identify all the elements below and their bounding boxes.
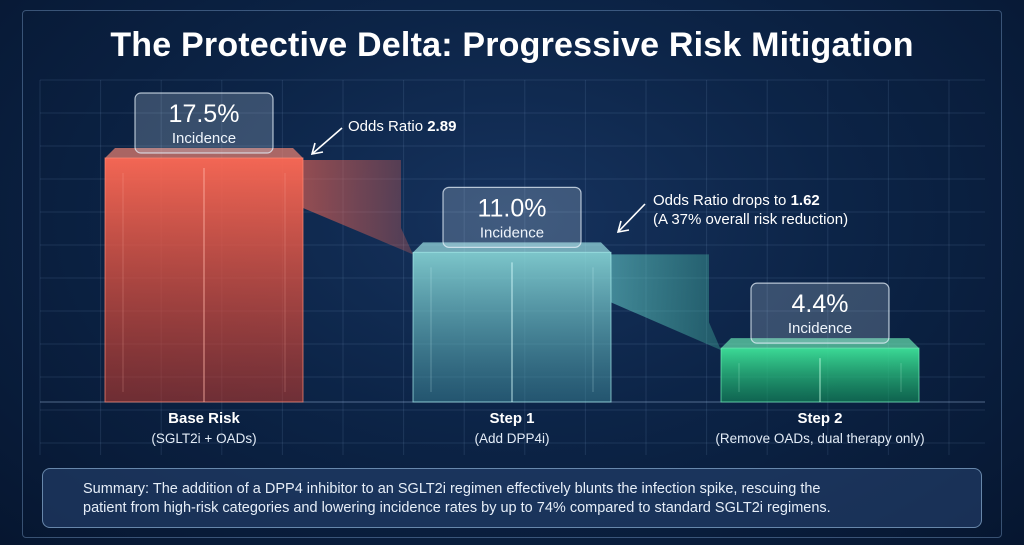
connector-2 — [611, 254, 721, 351]
category-label-2: Step 1 — [489, 410, 534, 427]
value-label-3: 4.4% — [792, 290, 849, 318]
outer-frame — [22, 10, 1002, 538]
summary-box: Summary: The addition of a DPP4 inhibito… — [42, 468, 982, 528]
category-sublabel-3: (Remove OADs, dual therapy only) — [715, 431, 924, 446]
value-label-2: 11.0% — [477, 194, 546, 222]
annotation-arrow-1 — [311, 127, 343, 155]
annotation-2-line2: (A 37% overall risk reduction) — [653, 211, 848, 228]
bar-connectors — [303, 160, 721, 351]
value-label-box-2 — [442, 186, 582, 248]
category-label-1: Base Risk — [168, 410, 240, 427]
category-label-3: Step 2 — [797, 410, 842, 427]
category-labels: Base Risk (SGLT2i + OADs) Step 1 (Add DPP4i… — [151, 410, 924, 446]
bars: 17.5% Incidence 11.0% Incidence 4.4% Incidenc… — [104, 92, 920, 403]
value-label-box-1 — [134, 92, 274, 154]
value-label-box-3 — [750, 282, 890, 344]
annotation-arrowhead-2 — [616, 220, 630, 234]
value-label-1: 17.5% — [169, 100, 240, 128]
annotation-1: Odds Ratio 2.89 — [348, 118, 456, 135]
value-caption-3: Incidence — [788, 320, 852, 337]
annotations: Odds Ratio 2.89 Odds Ratio drops to 1.62 (… — [310, 118, 848, 234]
summary-line-2: patient from high-risk categories and lo… — [83, 500, 831, 516]
annotation-arrow-2 — [617, 203, 646, 233]
category-sublabel-1: (SGLT2i + OADs) — [151, 431, 256, 446]
value-caption-2: Incidence — [480, 224, 544, 241]
chart-title: The Protective Delta: Progressive Risk M… — [110, 26, 914, 64]
annotation-arrowhead-1 — [310, 142, 324, 156]
summary-line-1: Summary: The addition of a DPP4 inhibito… — [83, 481, 821, 497]
category-sublabel-2: (Add DPP4i) — [474, 431, 549, 446]
annotation-2: Odds Ratio drops to 1.62 — [653, 192, 820, 209]
connector-1 — [303, 160, 413, 255]
value-caption-1: Incidence — [172, 130, 236, 147]
